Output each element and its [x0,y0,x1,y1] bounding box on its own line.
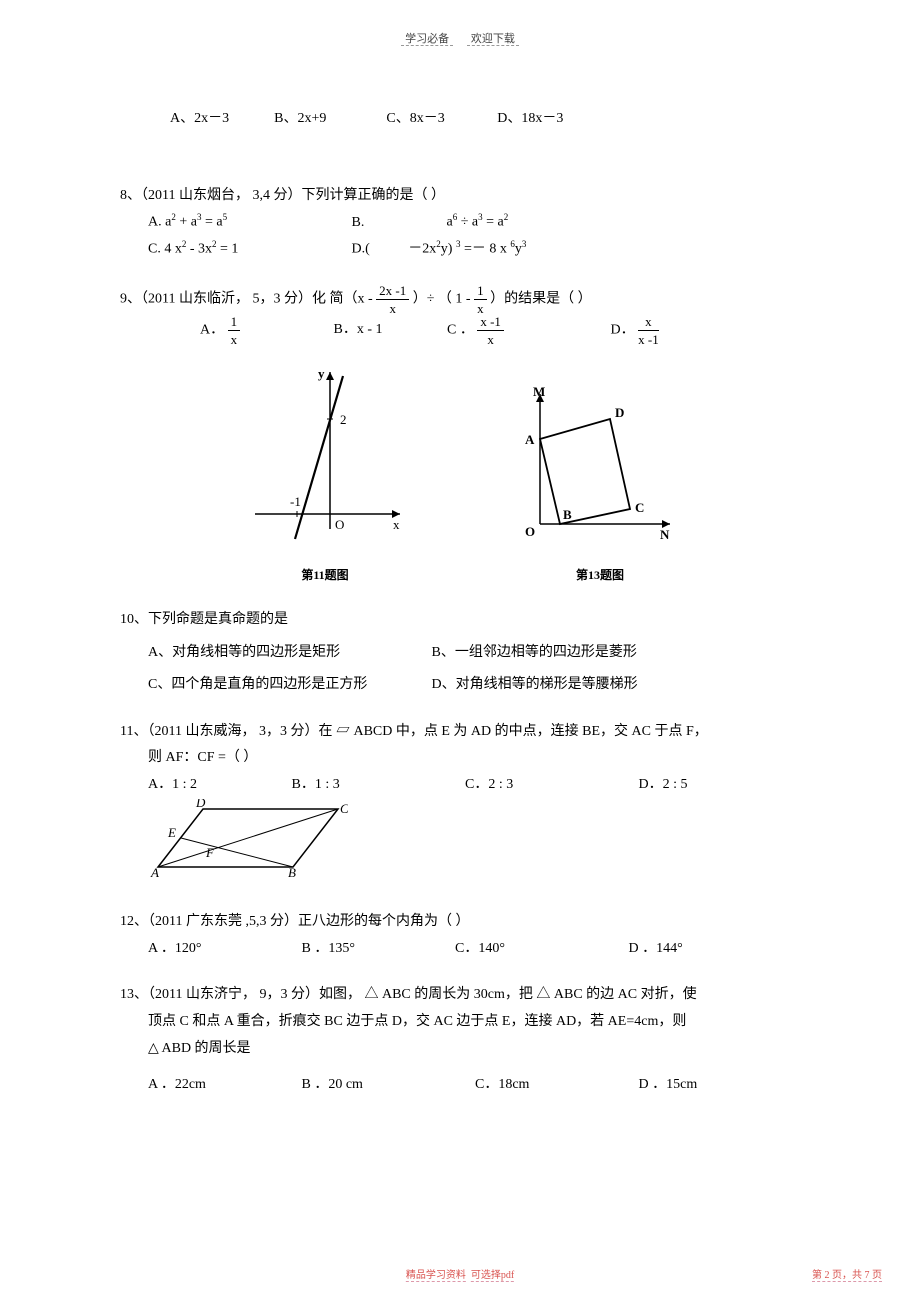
svg-text:E: E [167,825,176,840]
q8-stem: 8、（2011 山东烟台， 3,4 分）下列计算正确的是（ ） [120,183,800,210]
fig11-tick-x: -1 [290,494,301,509]
fig13-B: B [563,507,572,522]
q10-row1: A、对角线相等的四边形是矩形 B、一组邻边相等的四边形是菱形 [120,640,800,667]
header-left: 学习必备 [401,33,453,46]
svg-text:F: F [205,845,215,860]
fig13-M: M [533,384,545,399]
fig13-svg: M D A O B C N [515,384,685,554]
q11-stem1: 11、（2011 山东威海， 3，3 分）在 ▱ ABCD 中，点 E 为 AD… [120,719,800,746]
q7-opt-d: D、18x－3 [497,111,563,126]
q10-opt-c: C、四个角是直角的四边形是正方形 [148,672,428,699]
q7-opt-c: C、8x－3 [386,111,444,126]
fig11-tick-y: 2 [340,412,347,427]
q8-row1: A. a2 + a3 = a5 B. a6 ÷ a3 = a2 [120,209,800,236]
q7-options: A、2x－3 B、2x+9 C、8x－3 D、18x－3 [120,106,800,133]
q12-opt-a: A ．120° [148,936,298,963]
content-area: A、2x－3 B、2x+9 C、8x－3 D、18x－3 8、（2011 山东烟… [0,46,920,1099]
q11-options: A．1 : 2 B．1 : 3 C．2 : 3 D．2 : 5 [120,772,800,799]
q11-opt-c: C．2 : 3 [465,772,635,799]
q9-frac2: 1x [474,284,487,315]
q13-l3: △ ABD 的周长是 [120,1036,800,1063]
header-right: 欢迎下载 [467,33,519,46]
q10-opt-a: A、对角线相等的四边形是矩形 [148,640,428,667]
footer-left: 精品学习资料 可选择pdf [406,1266,514,1281]
q13-opt-c: C．18cm [475,1072,635,1099]
q9-opt-a: A． 1x [200,315,330,346]
q13-opt-a: A ．22cm [148,1072,298,1099]
q9-frac1: 2x -1x [376,284,409,315]
q9-options: A． 1x B．x - 1 C ． x -1x D． xx -1 [120,315,800,346]
q8-opt-d: D.( －2x2y) 3 =－ 8 x 6y3 [352,236,527,263]
fig11-svg: -1 2 O y x [235,364,415,554]
q12-opt-d: D ．144° [629,936,683,963]
fig13-N: N [660,527,670,542]
fig13-O: O [525,524,535,539]
figures-row: -1 2 O y x 第11题图 M D A O B C [120,364,800,587]
q9-opt-c: C ． x -1x [447,315,607,346]
q7-opt-a: A、2x－3 [170,111,229,126]
svg-text:C: C [340,801,348,816]
q13-opt-b: B ．20 cm [302,1072,472,1099]
q8-opt-b-label: B. [352,210,412,237]
q13-opt-d: D ．15cm [639,1072,698,1099]
svg-text:A: A [150,865,159,879]
q7-opt-b: B、2x+9 [274,111,326,126]
q9-stem: 9、（2011 山东临沂， 5，3 分）化 简（x - 2x -1x ）÷ （ … [120,284,800,315]
q13-l2: 顶点 C 和点 A 重合，折痕交 BC 边于点 D，交 AC 边于点 E，连接 … [120,1009,800,1036]
q9-opt-b: B．x - 1 [334,317,444,344]
q12-opt-c: C．140° [455,936,625,963]
fig11-x-label: x [393,517,400,532]
q13-l1: 13、（2011 山东济宁， 9，3 分）如图， △ ABC 的周长为 30cm… [120,982,800,1009]
svg-text:B: B [288,865,296,879]
q13-options: A ．22cm B ．20 cm C．18cm D ．15cm [120,1072,800,1099]
q10-row2: C、四个角是直角的四边形是正方形 D、对角线相等的梯形是等腰梯形 [120,672,800,699]
q11-opt-a: A．1 : 2 [148,772,288,799]
q11-figure: A B C D E F [120,799,800,890]
fig13-C: C [635,500,644,515]
q9-opt-d: D． xx -1 [611,315,659,346]
q11-opt-b: B．1 : 3 [292,772,462,799]
q11-opt-d: D．2 : 5 [639,772,688,799]
fig11-wrap: -1 2 O y x 第11题图 [235,364,415,587]
fig11-caption: 第11题图 [235,564,415,587]
fig13-caption: 第13题图 [515,564,685,587]
fig11-y-label: y [318,366,325,381]
q12-stem: 12、（2011 广东东莞 ,5,3 分）正八边形的每个内角为（ ） [120,909,800,936]
q10-opt-b: B、一组邻边相等的四边形是菱形 [432,640,637,667]
q8-row2: C. 4 x2 - 3x2 = 1 D.( －2x2y) 3 =－ 8 x 6y… [120,236,800,263]
fig13-A: A [525,432,535,447]
q12-options: A ．120° B ．135° C．140° D ．144° [120,936,800,963]
footer-right: 第 2 页，共 7 页 [812,1266,882,1281]
q8-opt-c: C. 4 x2 - 3x2 = 1 [148,236,348,263]
page-header: 学习必备 欢迎下载 [0,0,920,46]
q10-stem: 10、下列命题是真命题的是 [120,607,800,634]
q10-opt-d: D、对角线相等的梯形是等腰梯形 [432,672,638,699]
svg-text:D: D [195,799,206,810]
fig13-D: D [615,405,624,420]
q8-opt-b: a6 ÷ a3 = a2 [415,209,508,236]
q8-opt-a: A. a2 + a3 = a5 [148,209,348,236]
q11-stem2: 则 AF：CF =（ ） [120,745,800,772]
fig11-origin: O [335,517,344,532]
fig13-wrap: M D A O B C N 第13题图 [515,364,685,587]
q12-opt-b: B ．135° [302,936,452,963]
